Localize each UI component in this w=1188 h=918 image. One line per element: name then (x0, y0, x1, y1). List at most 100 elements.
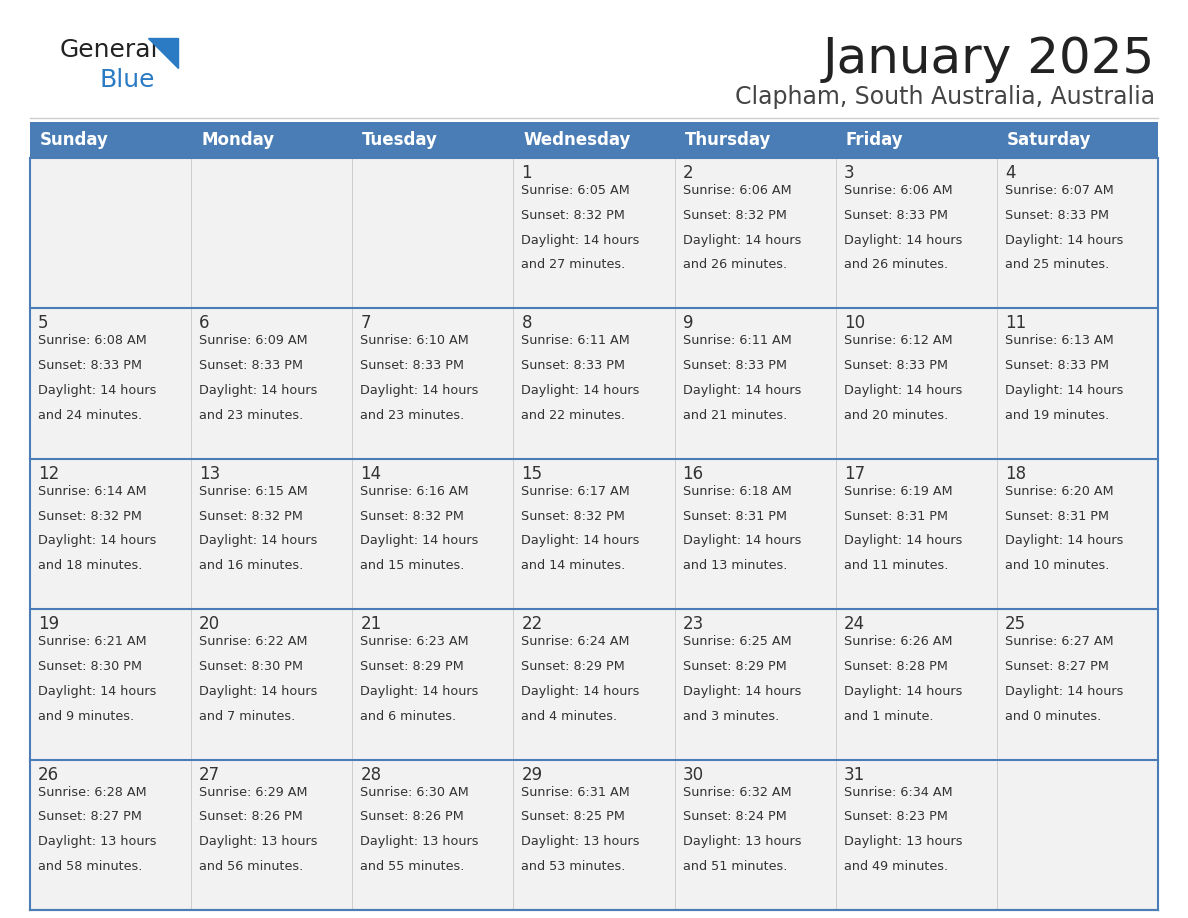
Text: Sunset: 8:33 PM: Sunset: 8:33 PM (38, 359, 143, 372)
Text: Sunrise: 6:16 AM: Sunrise: 6:16 AM (360, 485, 469, 498)
Text: and 26 minutes.: and 26 minutes. (683, 259, 786, 272)
Text: and 0 minutes.: and 0 minutes. (1005, 710, 1101, 722)
Text: Daylight: 14 hours: Daylight: 14 hours (200, 384, 317, 397)
Text: and 27 minutes.: and 27 minutes. (522, 259, 626, 272)
Text: Daylight: 14 hours: Daylight: 14 hours (360, 384, 479, 397)
Text: and 53 minutes.: and 53 minutes. (522, 860, 626, 873)
Text: Sunset: 8:32 PM: Sunset: 8:32 PM (200, 509, 303, 522)
Text: Sunset: 8:32 PM: Sunset: 8:32 PM (360, 509, 465, 522)
Text: and 23 minutes.: and 23 minutes. (360, 409, 465, 422)
Text: Sunrise: 6:25 AM: Sunrise: 6:25 AM (683, 635, 791, 648)
Text: Daylight: 13 hours: Daylight: 13 hours (522, 835, 640, 848)
Text: 4: 4 (1005, 164, 1016, 182)
Text: 27: 27 (200, 766, 220, 784)
Text: Daylight: 14 hours: Daylight: 14 hours (843, 534, 962, 547)
Bar (835, 759, 997, 910)
Text: Sunrise: 6:05 AM: Sunrise: 6:05 AM (522, 184, 630, 197)
Text: and 49 minutes.: and 49 minutes. (843, 860, 948, 873)
Text: Sunset: 8:27 PM: Sunset: 8:27 PM (1005, 660, 1108, 673)
Text: Sunrise: 6:14 AM: Sunrise: 6:14 AM (38, 485, 146, 498)
Text: Daylight: 14 hours: Daylight: 14 hours (1005, 685, 1123, 698)
Text: 3: 3 (843, 164, 854, 182)
Bar (675, 158, 835, 308)
Text: Sunrise: 6:08 AM: Sunrise: 6:08 AM (38, 334, 147, 347)
Text: 17: 17 (843, 465, 865, 483)
Text: Daylight: 14 hours: Daylight: 14 hours (38, 534, 157, 547)
Text: Daylight: 13 hours: Daylight: 13 hours (360, 835, 479, 848)
Text: Daylight: 14 hours: Daylight: 14 hours (522, 685, 640, 698)
Bar (513, 308, 675, 459)
Text: Daylight: 14 hours: Daylight: 14 hours (1005, 234, 1123, 247)
Text: and 9 minutes.: and 9 minutes. (38, 710, 134, 722)
Bar (675, 610, 835, 759)
Text: Sunrise: 6:06 AM: Sunrise: 6:06 AM (843, 184, 953, 197)
Bar (191, 610, 353, 759)
Text: Sunrise: 6:10 AM: Sunrise: 6:10 AM (360, 334, 469, 347)
Text: Sunset: 8:24 PM: Sunset: 8:24 PM (683, 811, 786, 823)
Text: Daylight: 14 hours: Daylight: 14 hours (360, 534, 479, 547)
Text: and 6 minutes.: and 6 minutes. (360, 710, 456, 722)
Bar (835, 610, 997, 759)
Text: and 18 minutes.: and 18 minutes. (38, 559, 143, 572)
Text: Sunset: 8:32 PM: Sunset: 8:32 PM (38, 509, 141, 522)
Bar (835, 158, 997, 308)
Text: and 21 minutes.: and 21 minutes. (683, 409, 786, 422)
Text: Daylight: 13 hours: Daylight: 13 hours (683, 835, 801, 848)
Text: Sunset: 8:33 PM: Sunset: 8:33 PM (843, 208, 948, 222)
Text: Daylight: 14 hours: Daylight: 14 hours (843, 384, 962, 397)
Text: 24: 24 (843, 615, 865, 633)
Text: 19: 19 (38, 615, 59, 633)
Bar (30, 459, 191, 610)
Text: Daylight: 14 hours: Daylight: 14 hours (360, 685, 479, 698)
Text: Sunrise: 6:23 AM: Sunrise: 6:23 AM (360, 635, 469, 648)
Text: 10: 10 (843, 314, 865, 332)
Bar (675, 759, 835, 910)
Text: 11: 11 (1005, 314, 1026, 332)
Bar (997, 610, 1158, 759)
Bar (353, 308, 513, 459)
Text: Sunset: 8:33 PM: Sunset: 8:33 PM (843, 359, 948, 372)
Text: Clapham, South Australia, Australia: Clapham, South Australia, Australia (735, 85, 1155, 109)
Text: 6: 6 (200, 314, 209, 332)
Text: 30: 30 (683, 766, 703, 784)
Polygon shape (148, 38, 178, 68)
Text: Sunset: 8:33 PM: Sunset: 8:33 PM (683, 359, 786, 372)
Text: Wednesday: Wednesday (524, 131, 631, 149)
Text: 29: 29 (522, 766, 543, 784)
Text: Daylight: 14 hours: Daylight: 14 hours (843, 234, 962, 247)
Text: Sunrise: 6:13 AM: Sunrise: 6:13 AM (1005, 334, 1113, 347)
Text: and 23 minutes.: and 23 minutes. (200, 409, 303, 422)
Text: Daylight: 14 hours: Daylight: 14 hours (683, 384, 801, 397)
Text: and 55 minutes.: and 55 minutes. (360, 860, 465, 873)
Text: Sunset: 8:26 PM: Sunset: 8:26 PM (200, 811, 303, 823)
Text: Sunset: 8:32 PM: Sunset: 8:32 PM (683, 208, 786, 222)
Text: and 1 minute.: and 1 minute. (843, 710, 934, 722)
Text: Sunrise: 6:20 AM: Sunrise: 6:20 AM (1005, 485, 1113, 498)
Text: Sunset: 8:33 PM: Sunset: 8:33 PM (360, 359, 465, 372)
Text: 2: 2 (683, 164, 693, 182)
Text: Sunset: 8:31 PM: Sunset: 8:31 PM (683, 509, 786, 522)
Text: Daylight: 14 hours: Daylight: 14 hours (683, 234, 801, 247)
Bar (675, 459, 835, 610)
Text: Daylight: 14 hours: Daylight: 14 hours (200, 685, 317, 698)
Bar (30, 759, 191, 910)
Bar (997, 158, 1158, 308)
Text: 18: 18 (1005, 465, 1026, 483)
Text: and 14 minutes.: and 14 minutes. (522, 559, 626, 572)
Bar (30, 122, 1158, 158)
Text: Daylight: 14 hours: Daylight: 14 hours (200, 534, 317, 547)
Text: Sunset: 8:32 PM: Sunset: 8:32 PM (522, 208, 625, 222)
Bar (997, 308, 1158, 459)
Bar (353, 459, 513, 610)
Bar (835, 459, 997, 610)
Text: 25: 25 (1005, 615, 1026, 633)
Text: Monday: Monday (201, 131, 274, 149)
Text: and 16 minutes.: and 16 minutes. (200, 559, 303, 572)
Text: Sunset: 8:30 PM: Sunset: 8:30 PM (200, 660, 303, 673)
Text: Daylight: 13 hours: Daylight: 13 hours (200, 835, 317, 848)
Text: 12: 12 (38, 465, 59, 483)
Text: and 10 minutes.: and 10 minutes. (1005, 559, 1110, 572)
Text: and 56 minutes.: and 56 minutes. (200, 860, 303, 873)
Text: and 15 minutes.: and 15 minutes. (360, 559, 465, 572)
Text: Saturday: Saturday (1007, 131, 1092, 149)
